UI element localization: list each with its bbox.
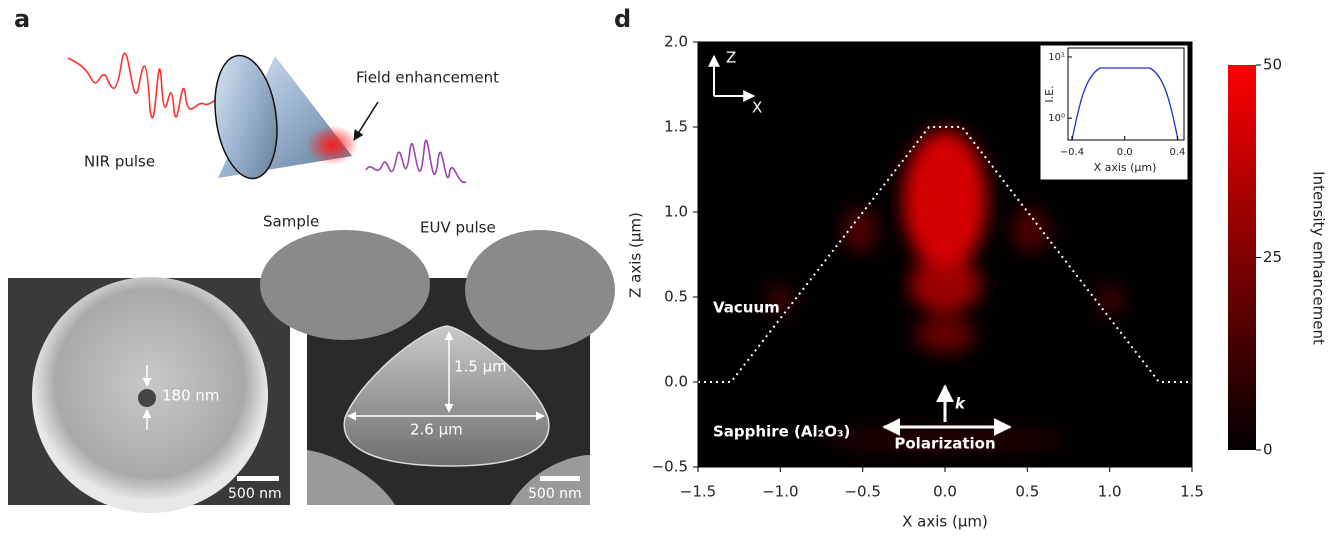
y-tick-label: 0.5 <box>664 288 688 306</box>
colorbar <box>1228 65 1256 450</box>
inset-x-label: X axis (μm) <box>1094 161 1157 174</box>
y-tick-label: 2.0 <box>664 33 688 51</box>
x-tick-label: −1.5 <box>680 483 716 501</box>
panel-b: 180 nm 500 nm <box>8 277 290 513</box>
region-label: Vacuum <box>713 299 780 317</box>
y-tick-label: −0.5 <box>652 458 688 476</box>
axis-indicator: X <box>752 99 762 117</box>
x-axis-label: X axis (μm) <box>902 513 988 531</box>
hotspot <box>306 125 358 165</box>
label: 1.5 μm <box>454 358 507 376</box>
panel-d: Z X Vacuum Sapphire (Al₂O₃) k Polarizati… <box>627 42 1328 531</box>
x-tick-label: −0.5 <box>844 483 880 501</box>
scale-bar <box>540 476 580 481</box>
inset-y-tick-label: 10⁰ <box>1048 113 1065 124</box>
label: 180 nm <box>162 387 220 405</box>
region-label: Sapphire (Al₂O₃) <box>713 423 850 441</box>
arrow <box>354 102 378 140</box>
polarization-label: Polarization <box>894 435 995 453</box>
x-tick-label: 0.0 <box>933 483 957 501</box>
inset-x-tick-label: 0.4 <box>1169 147 1185 158</box>
panel-label: a <box>14 5 30 33</box>
nir-wave <box>68 53 218 118</box>
x-tick-label: 1.5 <box>1180 483 1204 501</box>
label: NIR pulse <box>84 153 155 171</box>
x-tick-label: 0.5 <box>1015 483 1039 501</box>
colorbar-tick-label: 50 <box>1263 56 1282 74</box>
x-tick-label: 1.0 <box>1098 483 1122 501</box>
inset-x-tick-label: −0.4 <box>1060 147 1084 158</box>
euv-wave <box>366 140 466 182</box>
scale-label: 500 nm <box>228 486 282 502</box>
panel-c: 1.5 μm 2.6 μm 500 nm <box>260 230 615 505</box>
scale-bar <box>237 476 279 481</box>
panel-label: d <box>614 5 631 33</box>
figure: a b c d NIR pulse Field enhancement Samp… <box>0 0 1330 536</box>
inset-x-tick-label: 0.0 <box>1117 147 1133 158</box>
panel-a: NIR pulse Field enhancement Sample EUV p… <box>68 51 499 236</box>
y-tick-label: 0.0 <box>664 373 688 391</box>
neighbor <box>260 230 430 340</box>
colorbar-tick-label: 25 <box>1263 248 1282 266</box>
neighbor <box>465 230 615 350</box>
label: 2.6 μm <box>410 421 463 439</box>
y-tick-label: 1.0 <box>664 203 688 221</box>
axis-indicator: Z <box>726 49 736 67</box>
tip <box>138 389 156 407</box>
inset-y-tick-label: 10¹ <box>1048 52 1065 63</box>
colorbar-label: Intensity enhancement <box>1310 171 1328 345</box>
scale-label: 500 nm <box>528 486 582 502</box>
label: Field enhancement <box>356 69 499 87</box>
y-axis-label: Z axis (μm) <box>627 212 645 298</box>
y-tick-label: 1.5 <box>664 118 688 136</box>
label: Sample <box>263 213 319 231</box>
colorbar-tick-label: 0 <box>1263 441 1273 459</box>
x-tick-label: −1.0 <box>762 483 798 501</box>
k-label: k <box>955 395 966 413</box>
label: EUV pulse <box>420 219 496 237</box>
inset-y-label: I.E. <box>1043 85 1056 102</box>
